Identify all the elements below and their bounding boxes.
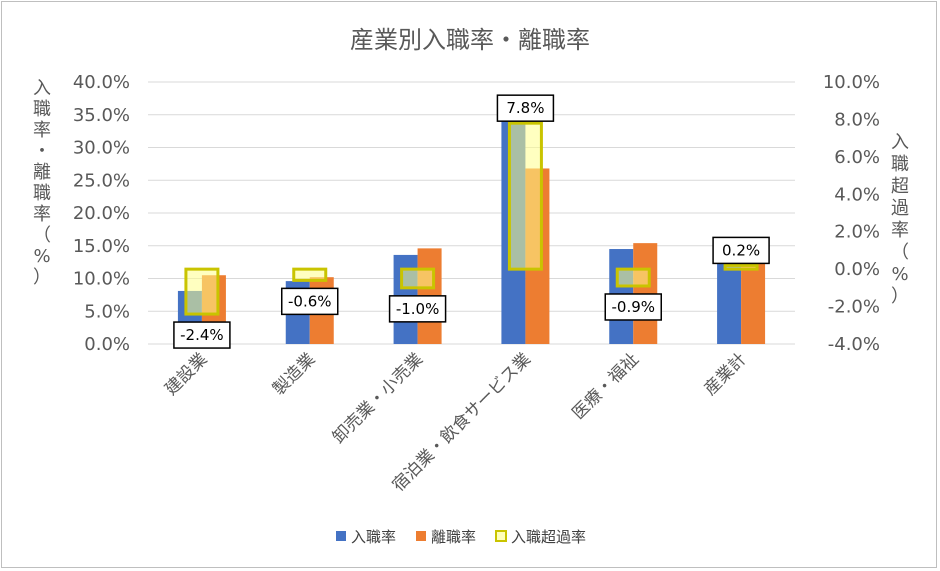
left-tick-label: 25.0% [73, 170, 130, 191]
category-label: 製造業 [269, 349, 319, 399]
legend-label: 離職率 [431, 528, 476, 546]
data-label: -0.6% [288, 292, 332, 310]
legend-swatch [495, 530, 507, 542]
excess-bar [400, 267, 436, 290]
right-tick-label: 8.0% [834, 109, 880, 130]
excess-bars [184, 121, 759, 316]
data-label: -2.4% [180, 326, 224, 344]
left-axis-ticks: 0.0% 5.0% 10.0% 15.0% 20.0% 25.0% 30.0% 35.0% 40… [73, 72, 130, 355]
data-label-box [388, 295, 447, 323]
axis-titles: 入職率・離職率（%） 入職超過率（%） [33, 78, 909, 307]
right-axis-ticks: -4.0% -2.0% 0.0% 2.0% 4.0% 6.0% 8.0% 10.0% [823, 72, 880, 355]
excess-bar [184, 267, 220, 316]
data-label-box [281, 287, 339, 316]
right-tick-label: 10.0% [823, 72, 880, 93]
right-axis-title: 入職超過率（%） [891, 132, 909, 307]
right-tick-label: 2.0% [834, 222, 880, 243]
right-tick-label: 0.0% [834, 259, 880, 280]
legend: 入職率 離職率 入職超過率 [336, 528, 586, 546]
left-tick-label: 35.0% [73, 105, 130, 126]
bars [177, 114, 766, 344]
data-label: 0.2% [722, 241, 760, 259]
data-label-box [604, 293, 662, 321]
category-label: 卸売業・小売業 [329, 349, 427, 447]
excess-bar [507, 121, 543, 271]
category-label: 産業計 [700, 349, 750, 399]
category-label: 建設業 [161, 349, 211, 399]
right-tick-label: 6.0% [834, 147, 880, 168]
data-label-box [173, 321, 231, 349]
left-tick-label: 10.0% [73, 269, 130, 290]
data-label: -1.0% [396, 300, 440, 318]
data-label: -0.9% [611, 298, 655, 316]
right-tick-label: -4.0% [828, 334, 880, 355]
chart-title: 産業別入職率・離職率 [350, 26, 590, 54]
excess-bar [615, 267, 651, 288]
gridlines [148, 81, 795, 345]
left-axis-title: 入職率・離職率（%） [33, 78, 51, 288]
left-tick-label: 0.0% [84, 334, 130, 355]
right-tick-label: 4.0% [834, 184, 880, 205]
excess-bar [723, 263, 759, 271]
legend-label: 入職率 [351, 528, 396, 546]
left-tick-label: 30.0% [73, 138, 130, 159]
excess-bar [292, 267, 328, 282]
left-tick-label: 40.0% [73, 72, 130, 93]
legend-label: 入職超過率 [511, 528, 586, 546]
legend-swatch [416, 531, 426, 541]
data-label-box [496, 94, 555, 122]
left-tick-label: 5.0% [84, 301, 130, 322]
category-label: 医療・福祉 [569, 349, 643, 423]
data-label: 7.8% [506, 99, 544, 117]
data-labels: -2.4% -0.6% -1.0% 7.8% -0.9% 0.2% [173, 94, 770, 349]
left-tick-label: 15.0% [73, 236, 130, 257]
legend-swatch [336, 531, 346, 541]
right-tick-label: -2.0% [828, 297, 880, 318]
data-label-box [712, 236, 770, 265]
left-tick-label: 20.0% [73, 203, 130, 224]
